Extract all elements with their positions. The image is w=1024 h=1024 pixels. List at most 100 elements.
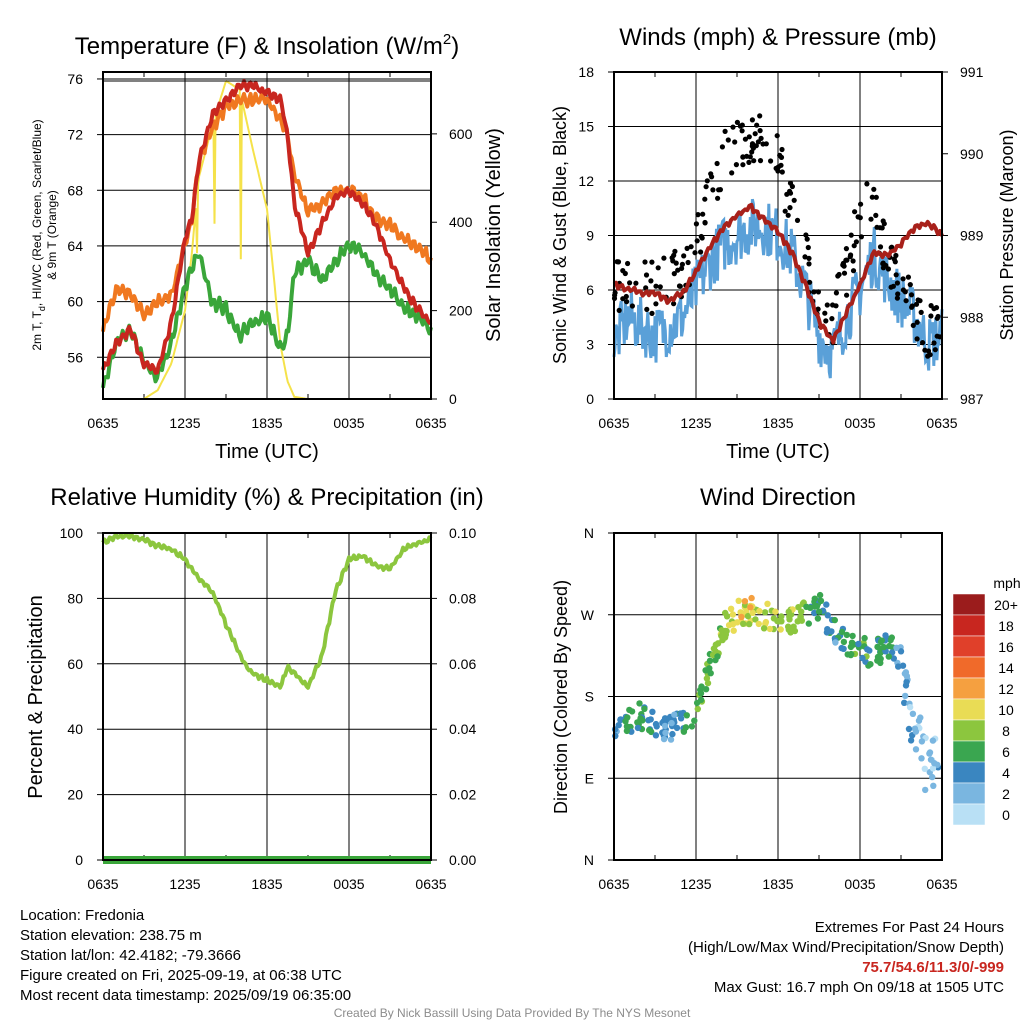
direction-point: [634, 724, 642, 732]
gust-point: [633, 280, 639, 286]
direction-point: [815, 608, 823, 615]
direction-y-tick-label: S: [585, 689, 594, 705]
gust-point: [700, 211, 706, 217]
gust-point: [920, 340, 926, 346]
temperature-y-tick-label: 56: [67, 349, 83, 365]
gust-point: [732, 139, 738, 145]
direction-x-tick-label: 0635: [926, 876, 957, 892]
temperature-x-tick-label: 0035: [333, 415, 364, 431]
direction-point: [929, 773, 936, 781]
direction-point: [682, 724, 690, 731]
gust-point: [627, 280, 633, 286]
gust-point: [643, 272, 650, 278]
direction-point: [831, 616, 838, 624]
gust-point: [858, 201, 864, 207]
direction-point: [737, 609, 744, 616]
dewpoint-series: [101, 240, 433, 389]
gust-point: [888, 284, 894, 290]
temperature-y-tick-label: 64: [67, 238, 83, 254]
direction-point: [652, 732, 660, 739]
station-location: Location: Fredonia: [20, 907, 145, 924]
humidity-x-tick-label: 1235: [169, 876, 200, 892]
humidity-y-tick-label: 20: [67, 787, 83, 803]
gust-point: [894, 280, 901, 286]
humidity-y-tick-label: 80: [67, 590, 83, 606]
gust-point: [804, 236, 810, 242]
direction-point: [688, 723, 696, 730]
direction-point: [691, 717, 698, 724]
gust-point: [779, 146, 785, 153]
direction-point: [897, 648, 905, 655]
insolation-y-axis-label: Solar Insolation (Yellow): [483, 128, 505, 342]
direction-point: [926, 749, 934, 756]
winds-y-tick-label: 3: [586, 337, 594, 353]
gust-point: [833, 290, 840, 296]
humidity-y2-tick-label: 0.00: [449, 852, 476, 868]
direction-point: [662, 729, 669, 736]
gust-point: [822, 310, 828, 316]
direction-point: [902, 692, 909, 700]
gust-point: [848, 252, 854, 258]
direction-point: [766, 625, 774, 633]
direction-point: [877, 655, 884, 662]
gust-point: [873, 194, 879, 200]
gust-point: [778, 162, 784, 168]
direction-point: [861, 634, 868, 642]
temperature-y-tick-label: 72: [67, 127, 83, 143]
direction-point: [740, 620, 747, 627]
direction-point: [867, 661, 874, 668]
gust-point: [848, 232, 854, 238]
gust-point: [657, 284, 663, 290]
legend-swatch: [952, 719, 986, 742]
winds-y-tick-label: 0: [586, 391, 594, 407]
temperature-y-tick-label: 60: [67, 294, 83, 310]
winds-y-tick-label: 6: [586, 282, 594, 298]
direction-point: [718, 627, 725, 634]
gust-point: [653, 283, 659, 289]
gust-point: [672, 248, 678, 254]
direction-x-tick-label: 1835: [762, 876, 793, 892]
gust-point: [760, 141, 766, 147]
direction-point: [817, 597, 825, 605]
direction-point: [882, 632, 889, 639]
legend-label: 10: [998, 702, 1014, 718]
relative-humidity-series: [101, 532, 433, 690]
gust-point: [703, 184, 709, 190]
direction-point: [927, 756, 935, 763]
gust-point: [671, 252, 677, 258]
direction-x-tick-label: 1235: [680, 876, 711, 892]
winds-frame: [613, 71, 943, 400]
gust-point: [733, 162, 740, 168]
gust-point: [877, 225, 883, 231]
humidity-y2-tick-label: 0.02: [449, 787, 476, 803]
max-gust: Max Gust: 16.7 mph On 09/18 at 1505 UTC: [713, 979, 1004, 996]
gust-point: [877, 244, 884, 250]
humidity-y-tick-label: 100: [60, 525, 84, 541]
direction-point: [929, 737, 937, 744]
direction-point: [803, 603, 810, 610]
legend-label: 0: [1002, 807, 1010, 823]
direction-point: [811, 609, 818, 617]
direction-point: [706, 657, 714, 664]
gust-point: [719, 144, 726, 150]
gust-point: [806, 255, 812, 261]
legend-swatch: [952, 698, 986, 721]
gust-point: [794, 217, 801, 223]
winds-y2-tick-label: 989: [960, 228, 984, 244]
direction-point: [880, 643, 887, 651]
station-elevation: Station elevation: 238.75 m: [20, 927, 202, 944]
gust-point: [787, 180, 794, 186]
gust-point: [778, 154, 785, 160]
gust-point: [694, 238, 700, 244]
temperature-y2-tick-label: 0: [449, 391, 457, 407]
legend-label: 14: [998, 660, 1014, 676]
gust-point: [757, 128, 763, 134]
gust-point: [670, 258, 676, 264]
gust-point: [693, 221, 700, 227]
gust-point: [655, 265, 661, 271]
figure-created: Figure created on Fri, 2025-09-19, at 06…: [20, 967, 342, 984]
humidity-y-axis-label: Percent & Precipitation: [25, 595, 47, 798]
gust-point: [709, 174, 715, 180]
station-latlon: Station lat/lon: 42.4182; -79.3666: [20, 947, 242, 964]
direction-point: [697, 696, 705, 703]
